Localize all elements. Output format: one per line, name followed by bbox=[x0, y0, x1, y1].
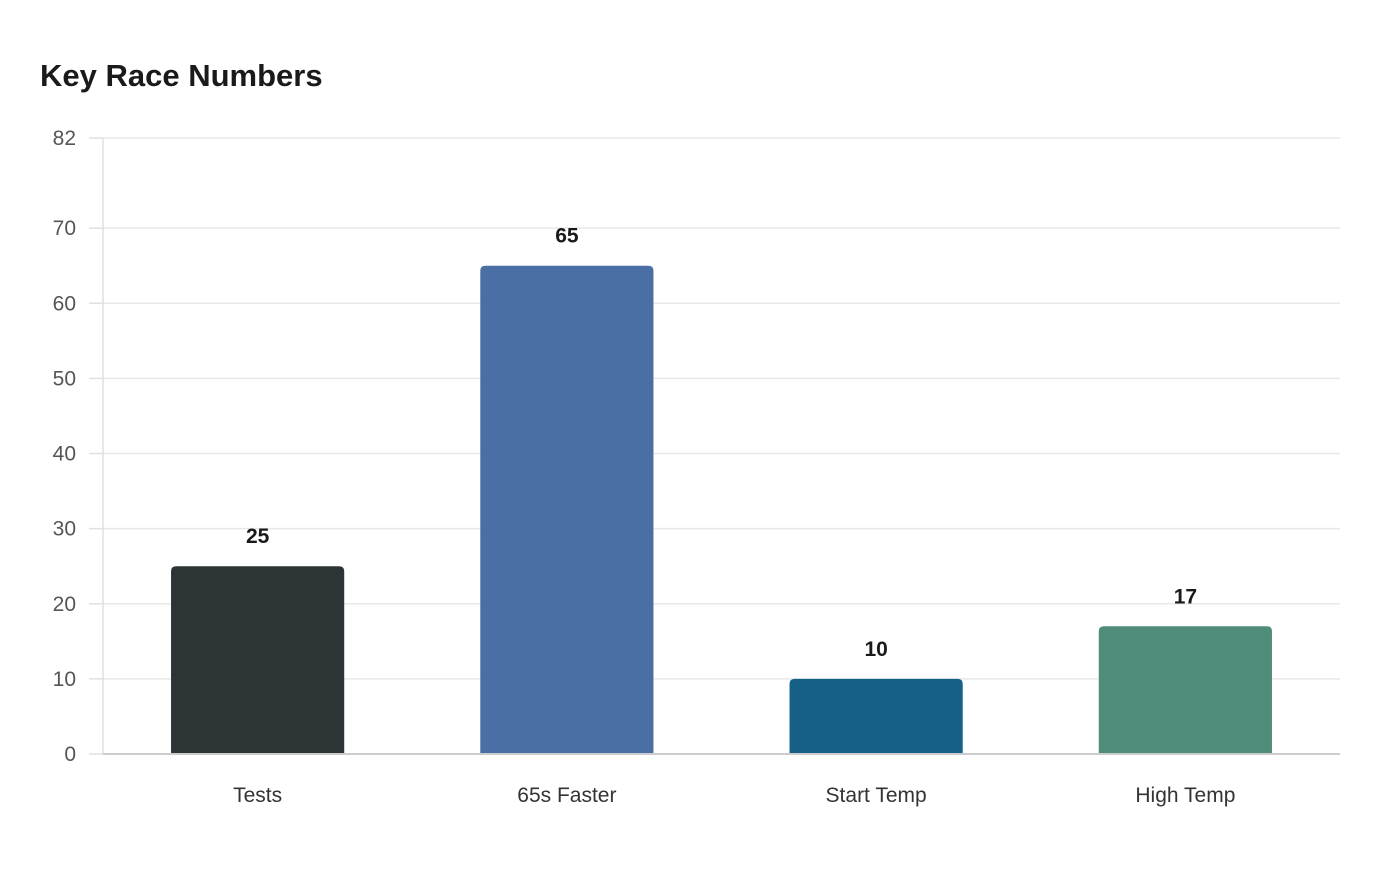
data-labels: 25 65 10 17 bbox=[246, 225, 1197, 661]
y-tick-label: 10 bbox=[53, 668, 76, 691]
x-category-label: Start Temp bbox=[826, 784, 927, 807]
y-tick-label: 82 bbox=[53, 127, 76, 150]
bar-high-temp bbox=[1098, 626, 1272, 754]
y-axis-ticks: 0 10 20 30 40 50 60 70 82 bbox=[53, 127, 103, 766]
bar-tests bbox=[171, 566, 345, 754]
chart-title: Key Race Numbers bbox=[40, 58, 323, 93]
x-category-label: Tests bbox=[233, 784, 282, 807]
bar-start-temp bbox=[789, 678, 963, 754]
bar-65s-faster bbox=[480, 265, 654, 754]
y-tick-label: 40 bbox=[53, 443, 76, 466]
x-category-label: 65s Faster bbox=[517, 784, 616, 807]
y-tick-label: 30 bbox=[53, 518, 76, 541]
category-labels: Tests 65s Faster Start Temp High Temp bbox=[233, 784, 1235, 807]
y-tick-label: 50 bbox=[53, 367, 76, 390]
y-tick-label: 60 bbox=[53, 292, 76, 315]
y-tick-label: 0 bbox=[64, 743, 76, 766]
x-category-label: High Temp bbox=[1135, 784, 1235, 807]
y-tick-label: 70 bbox=[53, 217, 76, 240]
y-tick-label: 20 bbox=[53, 593, 76, 616]
data-label: 10 bbox=[864, 638, 887, 661]
data-label: 65 bbox=[555, 225, 579, 248]
bars bbox=[171, 265, 1272, 754]
data-label: 25 bbox=[246, 525, 270, 548]
data-label: 17 bbox=[1174, 585, 1197, 608]
